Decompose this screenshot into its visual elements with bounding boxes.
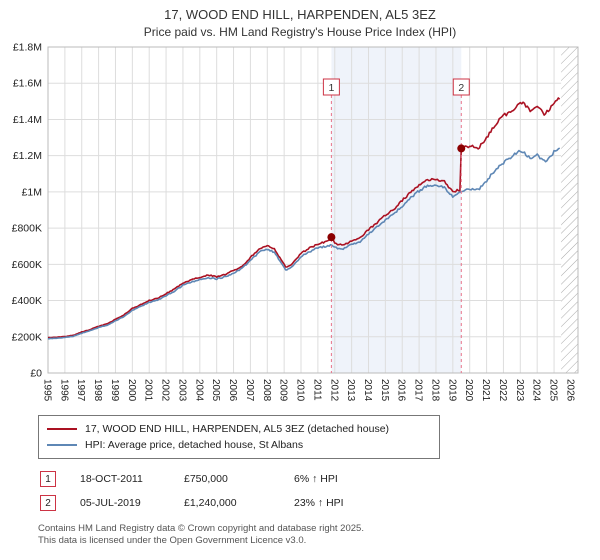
svg-text:2021: 2021 — [480, 379, 491, 402]
svg-text:2020: 2020 — [463, 379, 474, 402]
svg-text:2013: 2013 — [345, 379, 356, 402]
svg-text:£1.4M: £1.4M — [13, 114, 42, 126]
legend-label-property: 17, WOOD END HILL, HARPENDEN, AL5 3EZ (d… — [85, 423, 390, 435]
page-title: 17, WOOD END HILL, HARPENDEN, AL5 3EZ — [164, 7, 436, 22]
chart-legend: 17, WOOD END HILL, HARPENDEN, AL5 3EZ (d… — [38, 415, 440, 459]
svg-text:£200K: £200K — [12, 331, 42, 343]
svg-text:1999: 1999 — [109, 379, 120, 402]
sale-annotations: 1 18-OCT-2011 £750,000 6% ↑ HPI 2 05-JUL… — [40, 467, 600, 515]
svg-text:2025: 2025 — [548, 379, 559, 402]
svg-text:£1M: £1M — [22, 186, 42, 198]
copyright-line-2: This data is licensed under the Open Gov… — [38, 534, 307, 546]
legend-item-property: 17, WOOD END HILL, HARPENDEN, AL5 3EZ (d… — [47, 421, 431, 437]
sale-2-hpi: 23% ↑ HPI — [294, 497, 344, 509]
legend-item-hpi: HPI: Average price, detached house, St A… — [47, 437, 431, 453]
svg-text:1: 1 — [328, 82, 334, 94]
svg-text:2001: 2001 — [143, 379, 154, 402]
svg-text:2012: 2012 — [328, 379, 339, 402]
red-line-swatch — [47, 428, 77, 430]
sale-2-marker: 2 — [40, 495, 56, 511]
copyright-footer: Contains HM Land Registry data © Crown c… — [38, 523, 600, 547]
svg-text:2017: 2017 — [413, 379, 424, 402]
sale-row-1: 1 18-OCT-2011 £750,000 6% ↑ HPI — [40, 467, 600, 491]
svg-text:£0: £0 — [30, 368, 42, 380]
svg-text:2016: 2016 — [396, 379, 407, 402]
legend-label-hpi: HPI: Average price, detached house, St A… — [85, 439, 304, 451]
svg-text:1998: 1998 — [92, 379, 103, 402]
svg-text:2003: 2003 — [176, 379, 187, 402]
sale-1-date: 18-OCT-2011 — [80, 473, 143, 485]
blue-line-swatch — [47, 444, 77, 446]
svg-text:2009: 2009 — [278, 379, 289, 402]
svg-text:2000: 2000 — [126, 379, 137, 402]
sale-1-hpi: 6% ↑ HPI — [294, 473, 338, 485]
svg-text:£800K: £800K — [12, 223, 42, 235]
svg-text:2024: 2024 — [531, 379, 542, 402]
svg-text:£400K: £400K — [12, 295, 42, 307]
svg-text:2006: 2006 — [227, 379, 238, 402]
svg-text:2018: 2018 — [429, 379, 440, 402]
svg-text:£1.6M: £1.6M — [13, 78, 42, 90]
svg-text:2005: 2005 — [210, 379, 221, 402]
svg-text:£1.2M: £1.2M — [13, 150, 42, 162]
sale-1-price: £750,000 — [184, 473, 228, 485]
svg-text:2008: 2008 — [261, 379, 272, 402]
svg-text:1996: 1996 — [58, 379, 69, 402]
svg-text:£600K: £600K — [12, 259, 42, 271]
svg-text:2015: 2015 — [379, 379, 390, 402]
svg-text:1995: 1995 — [42, 379, 53, 402]
sale-row-2: 2 05-JUL-2019 £1,240,000 23% ↑ HPI — [40, 491, 600, 515]
svg-text:2026: 2026 — [564, 379, 575, 402]
svg-text:2011: 2011 — [311, 379, 322, 401]
svg-text:2007: 2007 — [244, 379, 255, 402]
sale-1-marker: 1 — [40, 471, 56, 487]
svg-text:2019: 2019 — [446, 379, 457, 402]
svg-text:1997: 1997 — [75, 379, 86, 402]
svg-text:2023: 2023 — [514, 379, 525, 402]
page-subtitle: Price paid vs. HM Land Registry's House … — [143, 25, 457, 39]
copyright-line-1: Contains HM Land Registry data © Crown c… — [38, 523, 364, 534]
sale-2-price: £1,240,000 — [184, 497, 237, 509]
svg-text:2002: 2002 — [160, 379, 171, 402]
svg-text:2022: 2022 — [497, 379, 508, 402]
svg-text:2: 2 — [458, 82, 464, 94]
sale-2-date: 05-JUL-2019 — [80, 497, 141, 509]
svg-text:2014: 2014 — [362, 379, 373, 402]
svg-text:£1.8M: £1.8M — [13, 42, 42, 54]
price-history-chart: 1 2 £0 £200K £400K £600K £800K £1M £1.2M £1.4M £1.… — [12, 42, 579, 402]
svg-text:2004: 2004 — [193, 379, 204, 402]
svg-text:2010: 2010 — [295, 379, 306, 402]
